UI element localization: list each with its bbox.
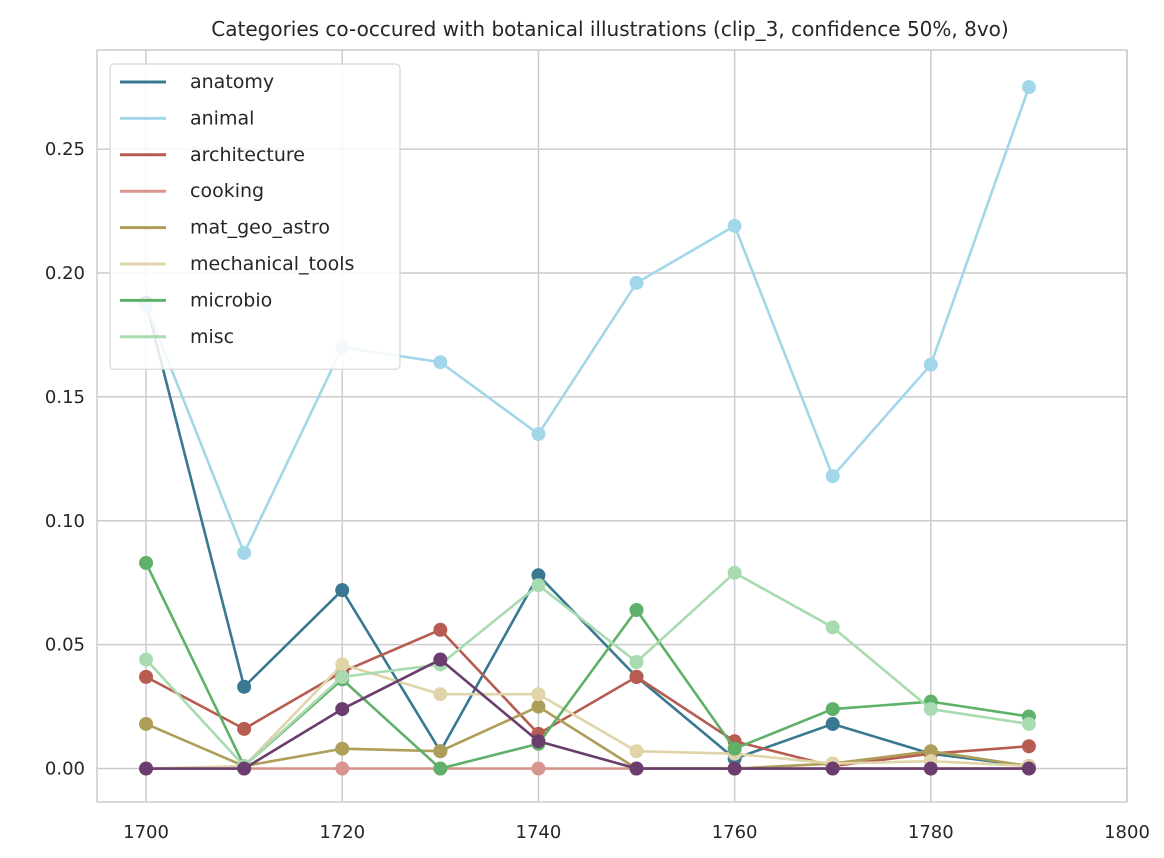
data-point — [825, 761, 840, 776]
plot-area — [139, 80, 1036, 776]
legend: anatomy animal architecture cooking mat_geo_… — [109, 63, 401, 370]
legend-label: misc — [190, 326, 234, 348]
series-mat_geo_astro — [139, 699, 1036, 776]
series-line — [146, 663, 1029, 770]
data-point — [1021, 739, 1036, 754]
data-point — [335, 741, 350, 756]
series-unnamed-8 — [139, 652, 1036, 776]
data-point — [433, 687, 448, 702]
data-point — [727, 218, 742, 233]
data-point — [923, 357, 938, 372]
data-point — [727, 565, 742, 580]
data-point — [825, 716, 840, 731]
data-point — [727, 741, 742, 756]
data-point — [531, 699, 546, 714]
data-point — [923, 744, 938, 759]
data-point — [433, 355, 448, 370]
data-point — [237, 545, 252, 560]
x-tick-label: 1740 — [516, 822, 562, 843]
legend-label: architecture — [190, 144, 305, 166]
x-tick-label: 1720 — [319, 822, 365, 843]
series-misc — [139, 565, 1036, 774]
x-tick-label: 1800 — [1104, 822, 1150, 843]
legend-label: anatomy — [190, 71, 274, 93]
legend-label: animal — [190, 107, 254, 129]
data-point — [139, 716, 154, 731]
x-tick-label: 1700 — [123, 822, 169, 843]
data-point — [531, 687, 546, 702]
plot-frame — [96, 49, 1128, 803]
y-tick-label: 0.10 — [45, 511, 85, 532]
data-point — [237, 721, 252, 736]
data-point — [335, 761, 350, 776]
data-point — [433, 622, 448, 637]
y-tick-label: 0.20 — [45, 263, 85, 284]
legend-item-architecture: architecture — [120, 144, 305, 166]
legend-label: mechanical_tools — [190, 253, 354, 275]
legend-item-cooking: cooking — [120, 180, 264, 202]
legend-item-mechanical_tools: mechanical_tools — [120, 253, 354, 275]
series-microbio — [139, 555, 1036, 776]
data-point — [825, 620, 840, 635]
data-point — [629, 655, 644, 670]
chart-title: Categories co-occured with botanical ill… — [211, 17, 1008, 41]
series-line — [144, 302, 1030, 768]
series-line — [145, 628, 1030, 768]
data-point — [531, 734, 546, 749]
legend-item-anatomy: anatomy — [120, 71, 274, 93]
data-point — [727, 761, 742, 776]
legend-box — [109, 63, 401, 370]
data-point — [629, 602, 644, 617]
data-point — [139, 761, 154, 776]
data-point — [433, 652, 448, 667]
data-point — [629, 275, 644, 290]
data-point — [335, 702, 350, 717]
legend-label: mat_geo_astro — [190, 217, 330, 239]
data-point — [1021, 761, 1036, 776]
data-point — [237, 761, 252, 776]
data-point — [335, 669, 350, 684]
y-tick-label: 0.25 — [45, 139, 85, 160]
data-point — [629, 744, 644, 759]
data-point — [531, 427, 546, 442]
data-point — [825, 702, 840, 717]
data-point — [923, 761, 938, 776]
data-point — [139, 652, 154, 667]
data-point — [237, 679, 252, 694]
x-tick-label: 1760 — [712, 822, 758, 843]
data-point — [531, 761, 546, 776]
y-tick-label: 0.00 — [45, 759, 85, 780]
data-point — [531, 568, 546, 583]
legend-item-misc: misc — [120, 326, 234, 348]
y-tick-label: 0.15 — [45, 387, 85, 408]
legend-label: microbio — [190, 289, 272, 311]
data-point — [335, 583, 350, 598]
y-tick-label: 0.05 — [45, 635, 85, 656]
x-tick-label: 1780 — [908, 822, 954, 843]
axes: 1700 1720 1740 1760 1780 1800 0.00 0.05 0.10 0.15… — [45, 139, 1150, 843]
legend-item-mat_geo_astro: mat_geo_astro — [120, 217, 330, 239]
legend-item-microbio: microbio — [120, 289, 272, 311]
data-point — [433, 761, 448, 776]
data-point — [139, 669, 154, 684]
data-point — [139, 555, 154, 570]
data-point — [1021, 80, 1036, 95]
series-line — [145, 571, 1030, 768]
series-line — [145, 705, 1030, 770]
legend-label: cooking — [190, 180, 264, 202]
data-point — [629, 669, 644, 684]
data-point — [531, 578, 546, 593]
legend-item-animal: animal — [120, 107, 254, 129]
data-point — [335, 657, 350, 672]
data-point — [1021, 716, 1036, 731]
data-point — [923, 702, 938, 717]
series-line — [146, 658, 1029, 770]
series-line — [144, 86, 1031, 555]
data-point — [825, 469, 840, 484]
data-point — [629, 761, 644, 776]
data-point — [433, 744, 448, 759]
